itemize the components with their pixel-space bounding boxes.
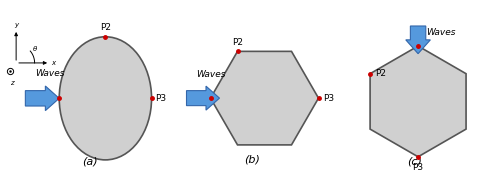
- Text: z: z: [10, 80, 14, 86]
- Text: y: y: [14, 22, 18, 28]
- Polygon shape: [210, 51, 318, 145]
- Text: x: x: [52, 60, 56, 66]
- Text: Waves: Waves: [196, 70, 226, 79]
- Ellipse shape: [59, 37, 152, 160]
- Text: P2: P2: [232, 38, 243, 47]
- Text: P2: P2: [376, 69, 386, 78]
- Text: P3: P3: [155, 94, 166, 103]
- Text: Waves: Waves: [426, 28, 456, 37]
- Text: P3: P3: [324, 94, 334, 103]
- Text: P1: P1: [44, 94, 56, 103]
- Text: P1: P1: [194, 94, 205, 103]
- Text: (b): (b): [244, 154, 260, 164]
- Text: Waves: Waves: [36, 69, 65, 78]
- Text: θ: θ: [32, 46, 36, 52]
- Text: P1: P1: [412, 32, 424, 41]
- FancyArrow shape: [186, 86, 220, 110]
- Text: (a): (a): [82, 156, 98, 166]
- Polygon shape: [370, 46, 466, 157]
- Text: P2: P2: [100, 23, 111, 32]
- FancyArrow shape: [26, 86, 59, 111]
- Text: (c): (c): [408, 156, 422, 166]
- FancyArrow shape: [406, 26, 430, 54]
- Text: P3: P3: [412, 163, 424, 171]
